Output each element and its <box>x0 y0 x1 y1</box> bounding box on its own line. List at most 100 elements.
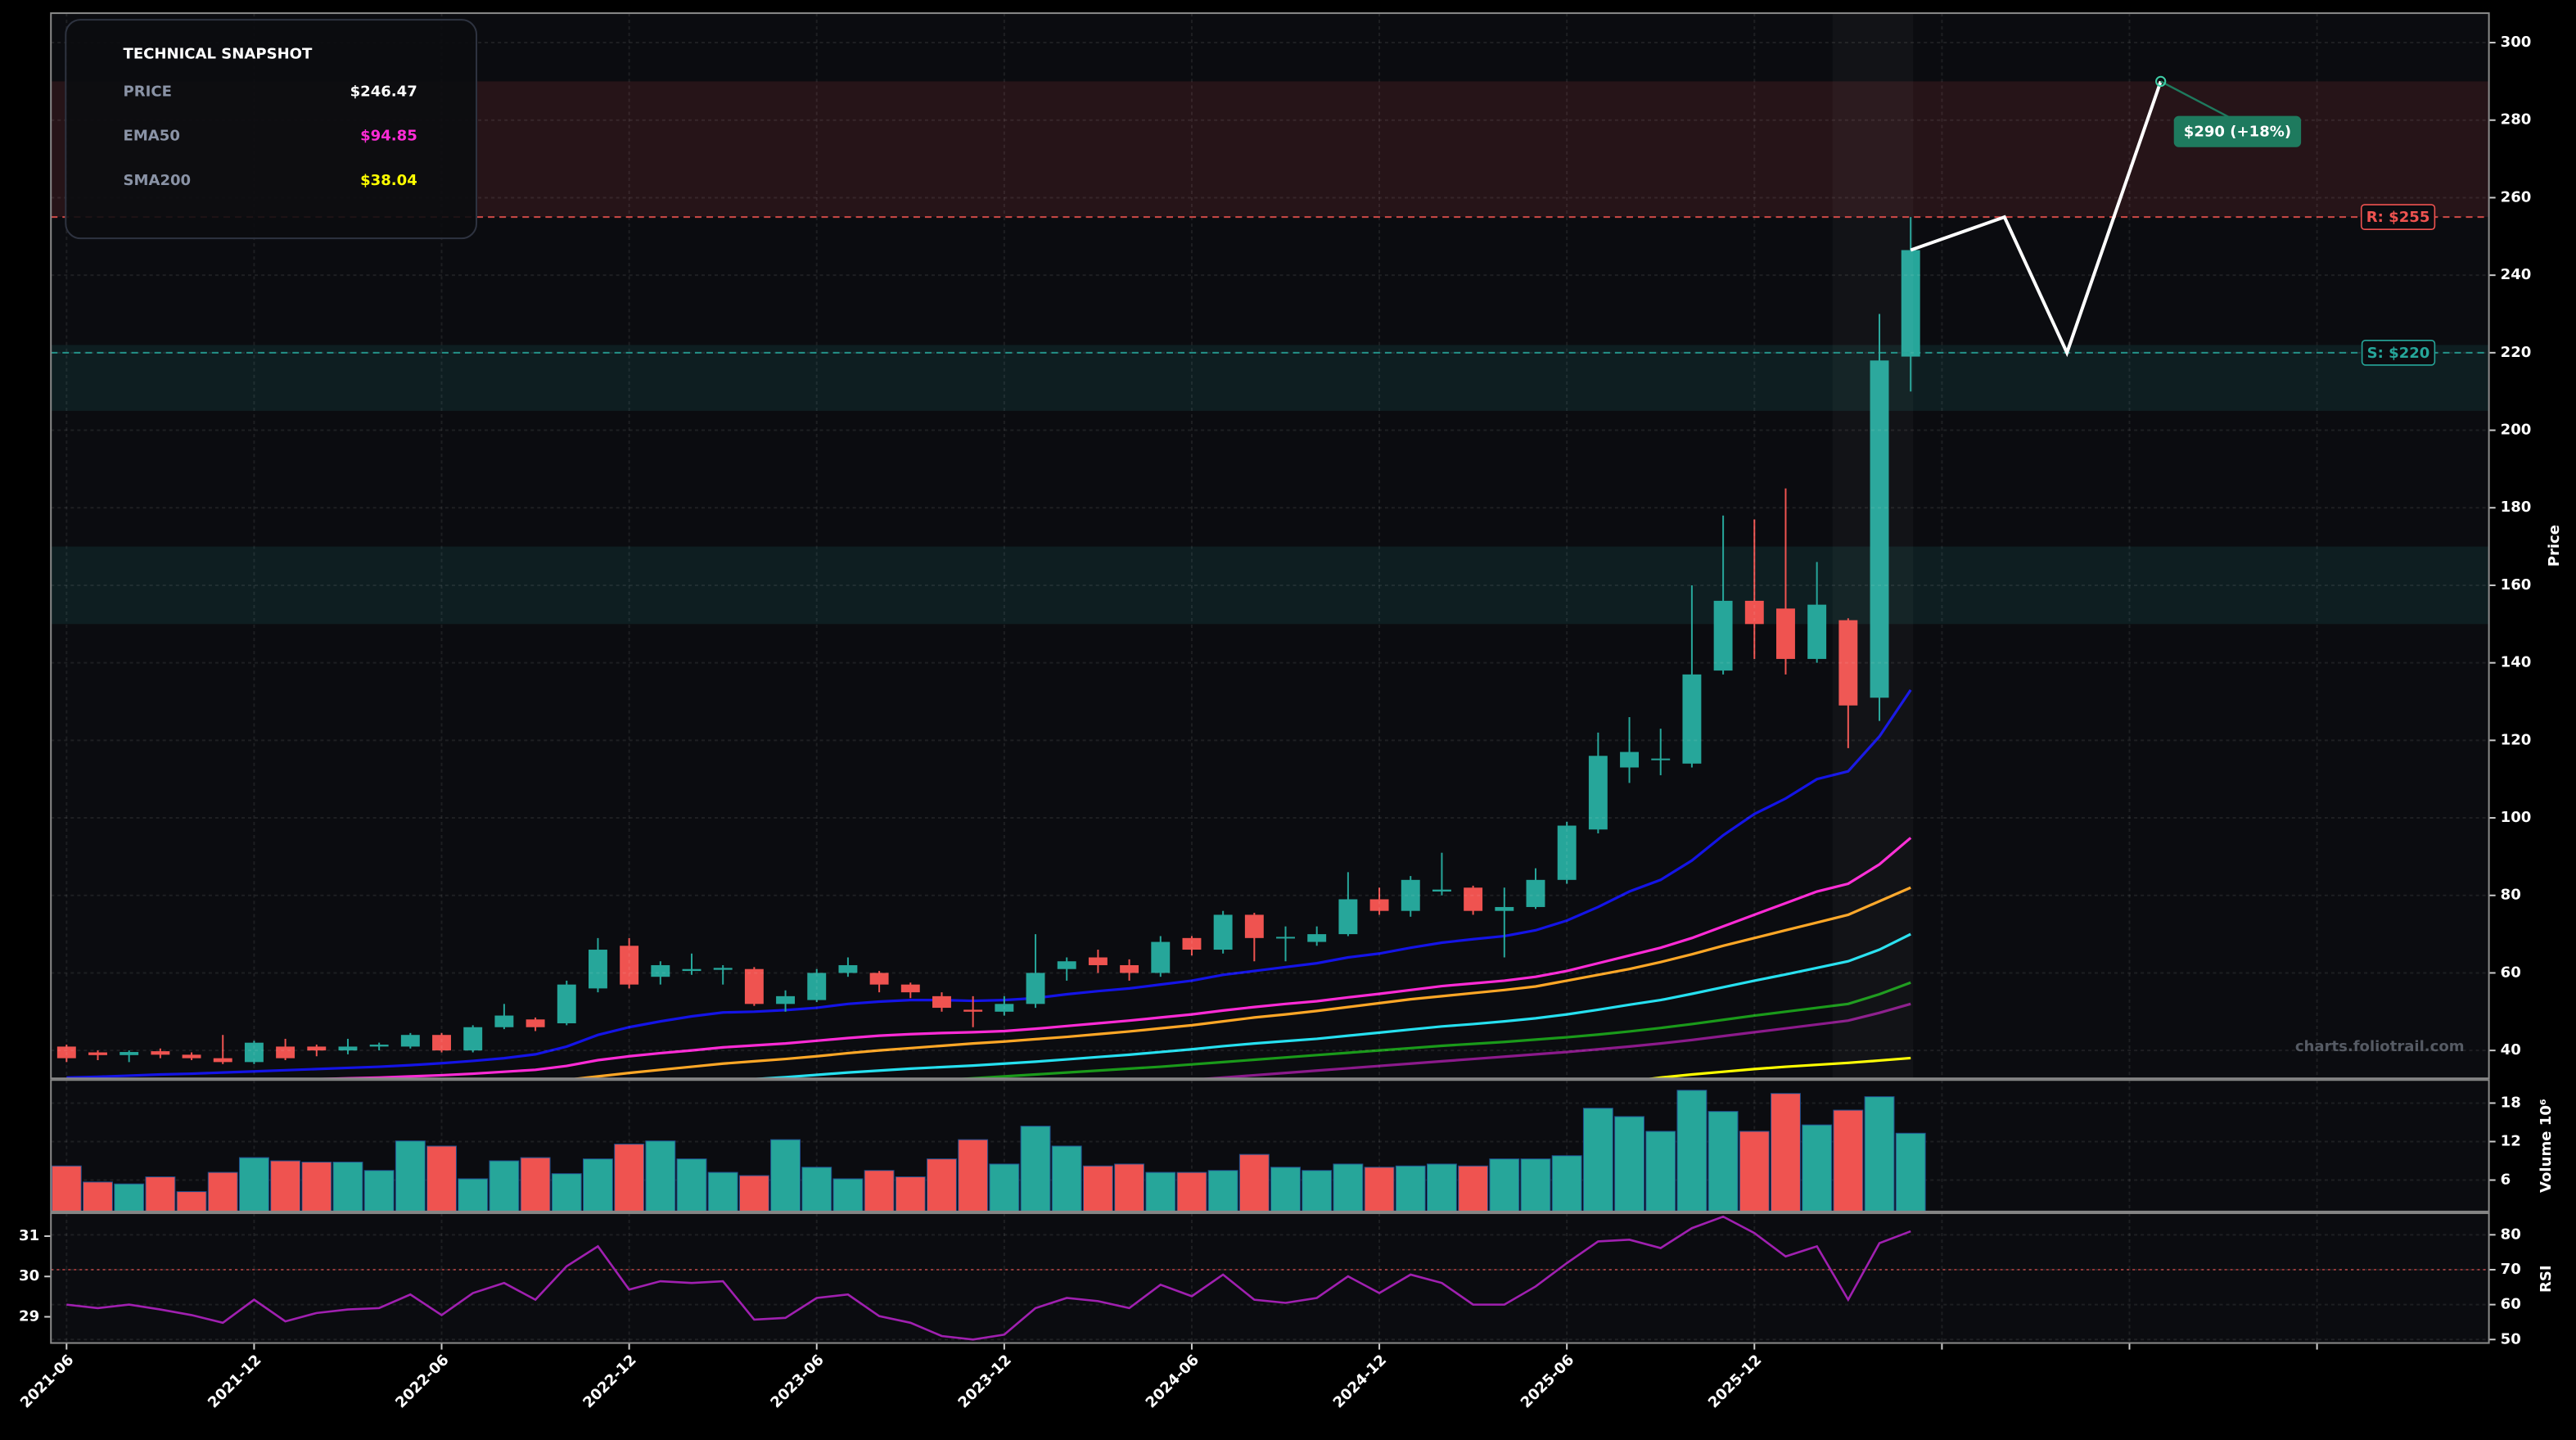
highlight-band <box>1833 13 1913 1078</box>
volume-bar <box>645 1140 676 1212</box>
candle-body <box>1151 941 1171 973</box>
zone <box>51 345 2489 411</box>
candle-body <box>1620 752 1640 768</box>
candle-body <box>307 1046 327 1051</box>
volume-bar <box>551 1173 582 1212</box>
y-tick-label: 260 <box>2501 188 2532 205</box>
y-tick-label: 12 <box>2501 1132 2521 1149</box>
volume-bar <box>1802 1124 1833 1212</box>
volume-bar <box>614 1144 645 1212</box>
candle-body <box>682 968 702 972</box>
moving-average-line <box>568 886 1911 1079</box>
target-point <box>2155 75 2167 88</box>
projection-line <box>1910 80 2163 358</box>
candle-body <box>1744 600 1764 625</box>
volume-bar <box>1895 1132 1926 1212</box>
volume-bar <box>1302 1170 1333 1212</box>
y-tick-label: 6 <box>2501 1171 2511 1188</box>
volume-bar <box>895 1176 926 1212</box>
y-tick-label: 160 <box>2501 576 2532 594</box>
candle-body <box>1057 961 1076 969</box>
candle-body <box>1901 250 1920 357</box>
volume-bar <box>1207 1170 1238 1212</box>
moving-average-line <box>66 688 1912 1079</box>
volume-bar <box>1051 1145 1082 1212</box>
snapshot-value: $246.47 <box>350 83 417 100</box>
candle-body <box>588 950 607 989</box>
volume-bar <box>1114 1163 1145 1212</box>
volume-bar <box>458 1178 489 1212</box>
volume-bar <box>1614 1116 1644 1212</box>
candle-body <box>1776 608 1795 659</box>
y-tick-label: 180 <box>2501 499 2532 516</box>
price-frame <box>50 12 2490 1080</box>
volume-bar <box>207 1171 238 1212</box>
volume-bar <box>1145 1171 1176 1212</box>
candle-body <box>869 973 889 985</box>
candle-body <box>88 1052 107 1055</box>
rsi-line <box>66 1215 1911 1341</box>
candle-body <box>1369 899 1389 911</box>
volume-bar <box>51 1165 82 1212</box>
volume-bar <box>1520 1158 1551 1212</box>
snapshot-label: SMA200 <box>124 172 192 189</box>
volume-bar <box>676 1158 707 1212</box>
candle-body <box>369 1045 389 1047</box>
y-tick-label: 60 <box>2501 1296 2521 1313</box>
target-label-box <box>2173 115 2302 147</box>
candle-body <box>1401 879 1420 911</box>
candle-body <box>400 1035 420 1047</box>
y-tick-label: 30 <box>19 1267 39 1284</box>
snapshot-title: TECHNICAL SNAPSHOT <box>124 45 313 62</box>
volume-bar <box>1270 1167 1301 1212</box>
volume-bar <box>1864 1096 1895 1212</box>
candle-body <box>557 984 576 1024</box>
volume-bar <box>989 1163 1020 1212</box>
y-tick-label: 18 <box>2501 1094 2521 1111</box>
zone <box>51 546 2489 625</box>
candle-body <box>1182 937 1202 950</box>
volume-bar <box>332 1162 363 1212</box>
candle-body <box>463 1027 483 1051</box>
y-tick-label: 80 <box>2501 1226 2521 1243</box>
moving-average-line <box>1644 1056 1911 1079</box>
volume-bar <box>145 1176 176 1212</box>
volume-bar <box>1582 1108 1613 1212</box>
y-tick-label: 80 <box>2501 887 2521 904</box>
candle-body <box>1495 906 1514 911</box>
volume-bar <box>1395 1165 1426 1212</box>
snapshot-value: $38.04 <box>360 172 417 189</box>
volume-bar <box>363 1170 395 1212</box>
y-tick-label: 280 <box>2501 111 2532 129</box>
volume-bar <box>832 1178 864 1212</box>
y-axis-label: Volume 10⁶ <box>2538 1099 2555 1193</box>
volume-bar <box>801 1167 832 1212</box>
candle-body <box>120 1052 139 1055</box>
candle-body <box>1276 937 1295 939</box>
candle-body <box>1713 600 1733 671</box>
y-tick-label: 240 <box>2501 266 2532 283</box>
volume-bar <box>864 1170 895 1212</box>
y-tick-label: 60 <box>2501 964 2521 981</box>
candle-body <box>1213 914 1233 950</box>
volume-bar <box>1020 1126 1051 1212</box>
volume-frame <box>50 1079 2490 1212</box>
candle-body <box>56 1046 76 1059</box>
y-axis-label: Price <box>2546 525 2563 567</box>
volume-bar <box>270 1160 301 1212</box>
volume-bar <box>1082 1165 1113 1212</box>
volume-panel <box>51 1080 2489 1212</box>
candle-body <box>807 973 827 1000</box>
watermark: charts.foliotrail.com <box>2295 1038 2465 1055</box>
snapshot-label: EMA50 <box>124 128 180 145</box>
candle-body <box>1526 879 1545 907</box>
candle-body <box>1838 620 1858 706</box>
y-tick-label: 70 <box>2501 1261 2521 1278</box>
plot-layer: 2021-06 2021-12 2022-06 2022-12 2023-06 2023-… <box>17 13 2531 1411</box>
candle-body <box>494 1015 514 1027</box>
candle-body <box>1682 674 1702 764</box>
candle-body <box>338 1046 358 1051</box>
candle-body <box>713 968 733 970</box>
candle-body <box>526 1019 545 1027</box>
candle-body <box>963 1009 983 1012</box>
